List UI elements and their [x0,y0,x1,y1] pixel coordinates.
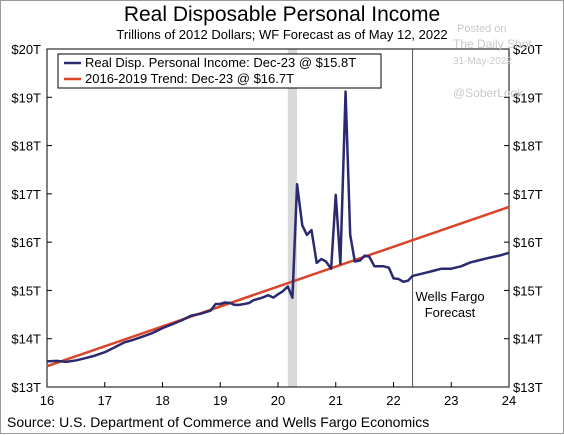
series-layer [46,90,510,368]
x-tick-label: 16 [40,393,54,408]
source-note: Source: U.S. Department of Commerce and … [7,414,430,430]
axis-ticks-layer: 16 17 18 19 20 21 22 23 24$13T$14T$15T$16T$17T$1… [11,42,542,408]
chart-subtitle: Trillions of 2012 Dollars; WF Forecast a… [116,27,448,42]
shaded-region-layer [287,49,298,387]
watermark-site: The Daily Shot [453,37,532,51]
x-tick-label: 20 [271,393,285,408]
shaded-region [287,49,298,387]
legend-label-trend: 2016-2019 Trend: Dec-23 @ $16.7T [85,71,294,86]
y-tick-label-left: $13T [11,380,41,395]
plot-frame [46,48,510,388]
y-tick-label-right: $18T [513,139,543,154]
chart-title: Real Disposable Personal Income [123,3,441,26]
x-tick-label: 21 [329,393,343,408]
x-tick-label: 23 [444,393,458,408]
legend-box [57,53,382,89]
y-tick-label-left: $15T [11,283,41,298]
trend-line [46,205,510,368]
y-tick-label-left: $14T [11,332,41,347]
income-line [46,90,510,364]
y-tick-label-right: $17T [513,187,543,202]
y-tick-label-left: $19T [11,90,41,105]
y-tick-label-right: $15T [513,283,543,298]
x-tick-label: 17 [98,393,112,408]
y-tick-label-right: $20T [513,42,543,57]
x-tick-label: 18 [155,393,169,408]
y-tick-label-right: $16T [513,235,543,250]
y-tick-label-right: $14T [513,332,543,347]
forecast-annotation: Forecast [425,305,476,320]
y-tick-label-left: $20T [11,42,41,57]
x-tick-label: 24 [502,393,516,408]
watermark-posted: Posted on [457,23,507,35]
forecast-annotation: Wells Fargo [415,289,484,304]
legend-label-income: Real Disp. Personal Income: Dec-23 @ $15… [85,55,356,70]
y-tick-label-left: $16T [11,235,41,250]
y-tick-label-right: $13T [513,380,543,395]
watermark-handle: @SoberLook [453,86,524,100]
watermark-date: 31-May-2022 [453,56,512,67]
y-tick-label-left: $17T [11,187,41,202]
x-tick-label: 19 [213,393,227,408]
x-tick-label: 22 [386,393,400,408]
y-tick-label-left: $18T [11,139,41,154]
legend: Real Disp. Personal Income: Dec-23 @ $15… [57,53,382,89]
y-tick-label-right: $19T [513,90,543,105]
